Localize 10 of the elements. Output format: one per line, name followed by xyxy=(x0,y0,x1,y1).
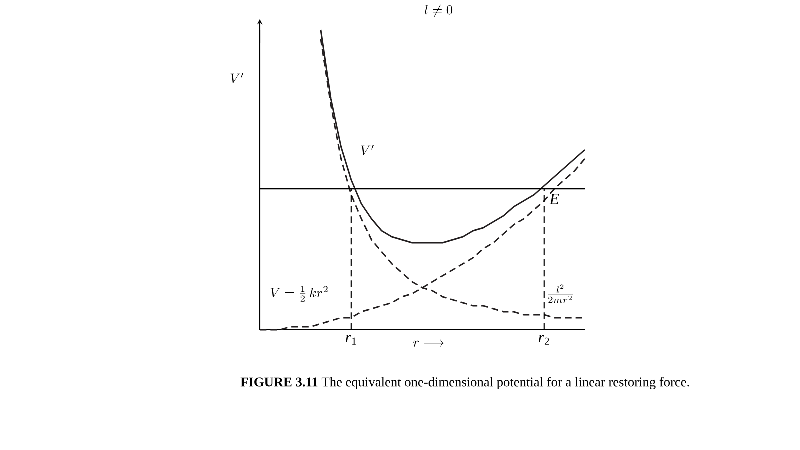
x-axis-title: $r \longrightarrow$ xyxy=(414,340,444,347)
chart-title: $l \neq 0$ xyxy=(424,4,453,18)
y-axis-title: $V'$ xyxy=(230,72,244,84)
x-tick-label: r$_{1}$ xyxy=(346,334,356,345)
ref-line-label: E xyxy=(549,194,560,204)
series-label: $V=\frac{1}{2}\,kr^{2}$ xyxy=(270,286,328,302)
series-label: $\frac{l^{2}}{2mr^{2}}$ xyxy=(548,284,574,304)
series-label: $V'$ xyxy=(361,144,374,156)
x-tick-label: r$_{2}$ xyxy=(538,334,550,345)
text: FIGURE 3.11 The equivalent one-dimensional potential for a linear restoring force. xyxy=(240,377,690,390)
